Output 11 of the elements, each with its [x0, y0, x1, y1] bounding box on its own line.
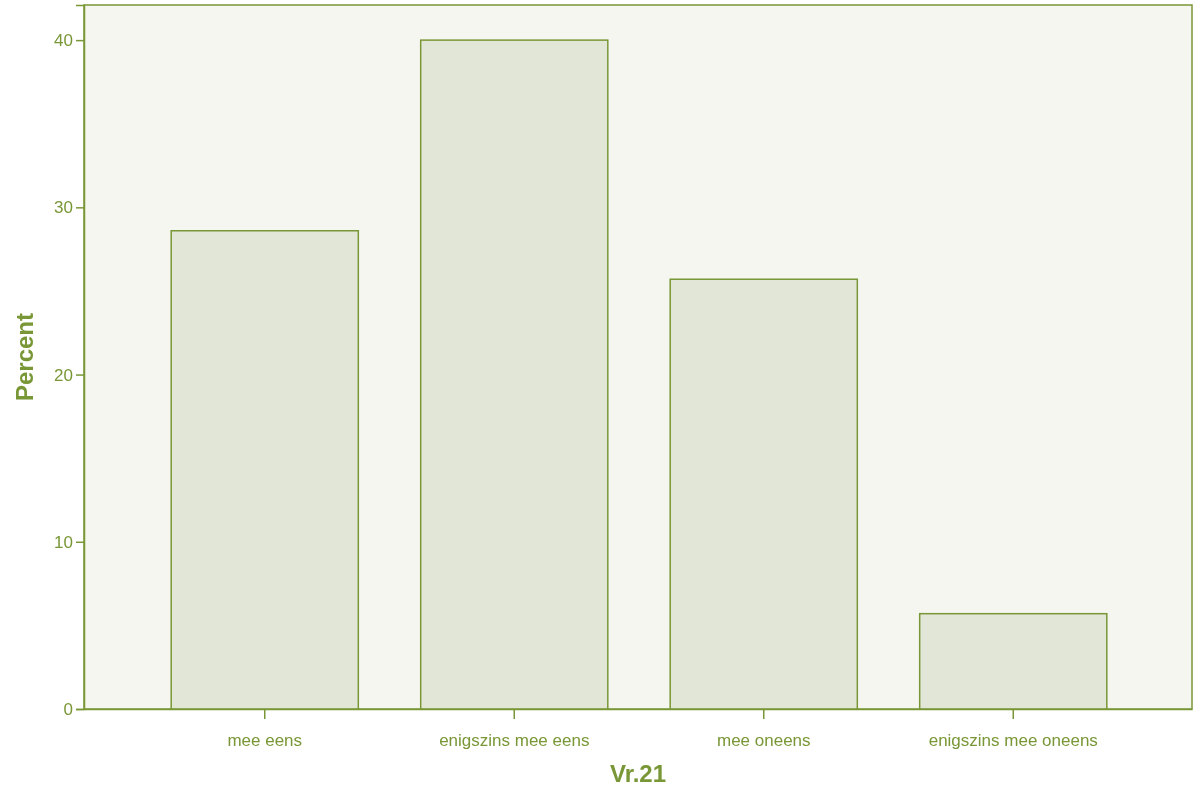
y-tick-label: 20	[54, 365, 73, 385]
x-tick-label: mee oneens	[716, 730, 811, 750]
y-tick-label: 0	[63, 699, 73, 719]
y-tick-label: 40	[54, 31, 73, 51]
x-tick-label: mee eens	[227, 730, 303, 750]
y-tick-label: 10	[54, 532, 73, 552]
x-tick-label: enigszins mee eens	[439, 730, 590, 750]
x-tick-label: enigszins mee oneens	[928, 730, 1098, 750]
x-axis-title: Vr.21	[609, 760, 667, 787]
y-tick-label: 30	[54, 198, 73, 218]
y-axis-title: Percent	[11, 312, 38, 402]
